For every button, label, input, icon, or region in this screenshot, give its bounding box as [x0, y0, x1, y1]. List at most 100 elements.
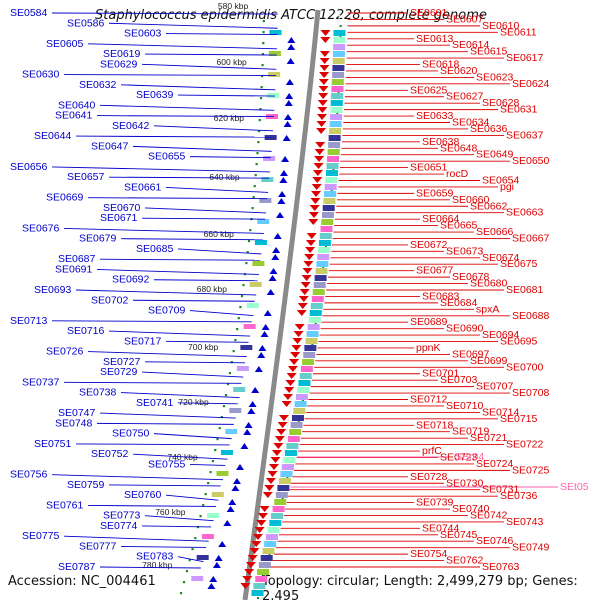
gene-label: SE0763 [482, 561, 520, 573]
gene-label: SE0740 [452, 503, 490, 515]
scale-tick [261, 64, 264, 67]
cog-block [324, 184, 337, 190]
cog-block [291, 415, 304, 421]
gene-label: SE0762 [446, 555, 484, 567]
cog-block [211, 492, 224, 497]
gene-label: SE0629 [100, 58, 138, 70]
leader-line [120, 238, 263, 241]
positive-gene-arrow [242, 576, 253, 582]
gene-label: SE0659 [416, 187, 454, 199]
cog-block [333, 37, 346, 43]
scale-tick [247, 240, 251, 243]
leader-line [120, 546, 207, 548]
cog-block [321, 212, 334, 218]
positive-gene-arrow [252, 534, 263, 540]
gene-label: SE0641 [55, 110, 93, 122]
scale-tick [256, 152, 259, 155]
scale-tick [257, 130, 261, 133]
cog-block [280, 471, 293, 477]
positive-strand-labels: SE0601SE0607SE0610SE0611SE0613SE0614SE06… [410, 7, 589, 573]
cog-block [191, 576, 204, 581]
negative-gene-arrow [268, 275, 277, 281]
gene-label: SE0745 [440, 529, 478, 541]
cog-block [304, 345, 317, 351]
gene-label: SE0670 [103, 202, 141, 214]
gene-label: SE0627 [446, 91, 484, 103]
scale-tick [257, 141, 260, 144]
positive-gene-arrow [287, 366, 298, 372]
gene-label: SE0650 [512, 155, 550, 167]
gene-label: SE0700 [506, 361, 544, 373]
gene-label: SE0713 [10, 315, 48, 327]
cog-block [196, 555, 209, 560]
gene-label: SE0714 [482, 406, 520, 418]
gene-label: SE0737 [22, 376, 60, 388]
gene-label: SE0730 [446, 477, 484, 489]
gene-label: SE0617 [506, 52, 544, 64]
gene-label: SE0716 [67, 325, 105, 337]
cog-block [267, 527, 280, 533]
gene-label: SE0663 [506, 207, 544, 219]
positive-gene-arrow [293, 331, 304, 337]
gene-label: SE0672 [410, 239, 448, 251]
positive-gene-arrow [291, 345, 302, 351]
cog-block [321, 219, 334, 225]
cog-block [268, 72, 281, 77]
positive-gene-arrow [320, 37, 331, 43]
positive-gene-arrow [316, 128, 327, 134]
gene-label: SE0783 [136, 551, 174, 563]
cog-block [331, 93, 344, 99]
gene-label: SE0634 [452, 117, 490, 129]
negative-gene-arrow [244, 422, 253, 428]
gene-label: SE0611 [500, 26, 537, 38]
gene-label: SE0614 [452, 39, 490, 51]
cog-block [225, 429, 238, 434]
positive-gene-arrow [270, 457, 281, 463]
scale-tick [259, 108, 262, 111]
cog-block [263, 156, 276, 161]
negative-gene-arrow [251, 387, 260, 393]
gene-label: SE0775 [22, 530, 60, 542]
scale-tick [185, 570, 189, 573]
cog-block [265, 534, 278, 540]
positive-gene-arrow [298, 296, 309, 302]
gene-label: SE0748 [55, 417, 93, 429]
negative-gene-arrow [260, 331, 269, 337]
cog-block [246, 303, 259, 308]
gene-label: SE0647 [91, 140, 129, 152]
scale-tick [232, 350, 235, 353]
scale-tick [230, 361, 233, 364]
gene-label: SE0723 [440, 451, 478, 463]
positive-gene-arrow [247, 555, 258, 561]
positive-gene-arrow [257, 513, 268, 519]
scale-tick [252, 196, 255, 199]
positive-gene-arrow [320, 30, 331, 36]
gene-label: SE0662 [470, 200, 508, 212]
kbp-label: 720 kbp [178, 397, 209, 407]
negative-gene-arrow [271, 254, 280, 260]
gene-label: SE0623 [476, 71, 514, 83]
gene-label: SE0607 [446, 13, 484, 25]
positive-gene-arrow [276, 429, 287, 435]
negative-gene-arrow [209, 576, 218, 582]
cog-block [233, 387, 246, 392]
scale-tick [218, 427, 221, 430]
scale-tick [242, 284, 245, 287]
cog-block [278, 478, 291, 484]
negative-gene-arrow [258, 345, 267, 351]
gene-label: ppnK [416, 342, 441, 354]
leader-line [99, 104, 275, 111]
gene-label: SE0664 [422, 213, 460, 225]
cog-block [236, 366, 249, 371]
leader-line [153, 433, 232, 440]
cog-block [311, 296, 324, 302]
negative-gene-arrow [248, 401, 257, 407]
positive-gene-arrow [277, 422, 288, 428]
positive-gene-arrow [311, 191, 322, 197]
leader-line [177, 94, 275, 97]
kbp-label: 700 kbp [188, 342, 219, 352]
scale-tick [199, 515, 202, 518]
cog-block [253, 583, 266, 589]
negative-gene-arrow [240, 443, 249, 449]
